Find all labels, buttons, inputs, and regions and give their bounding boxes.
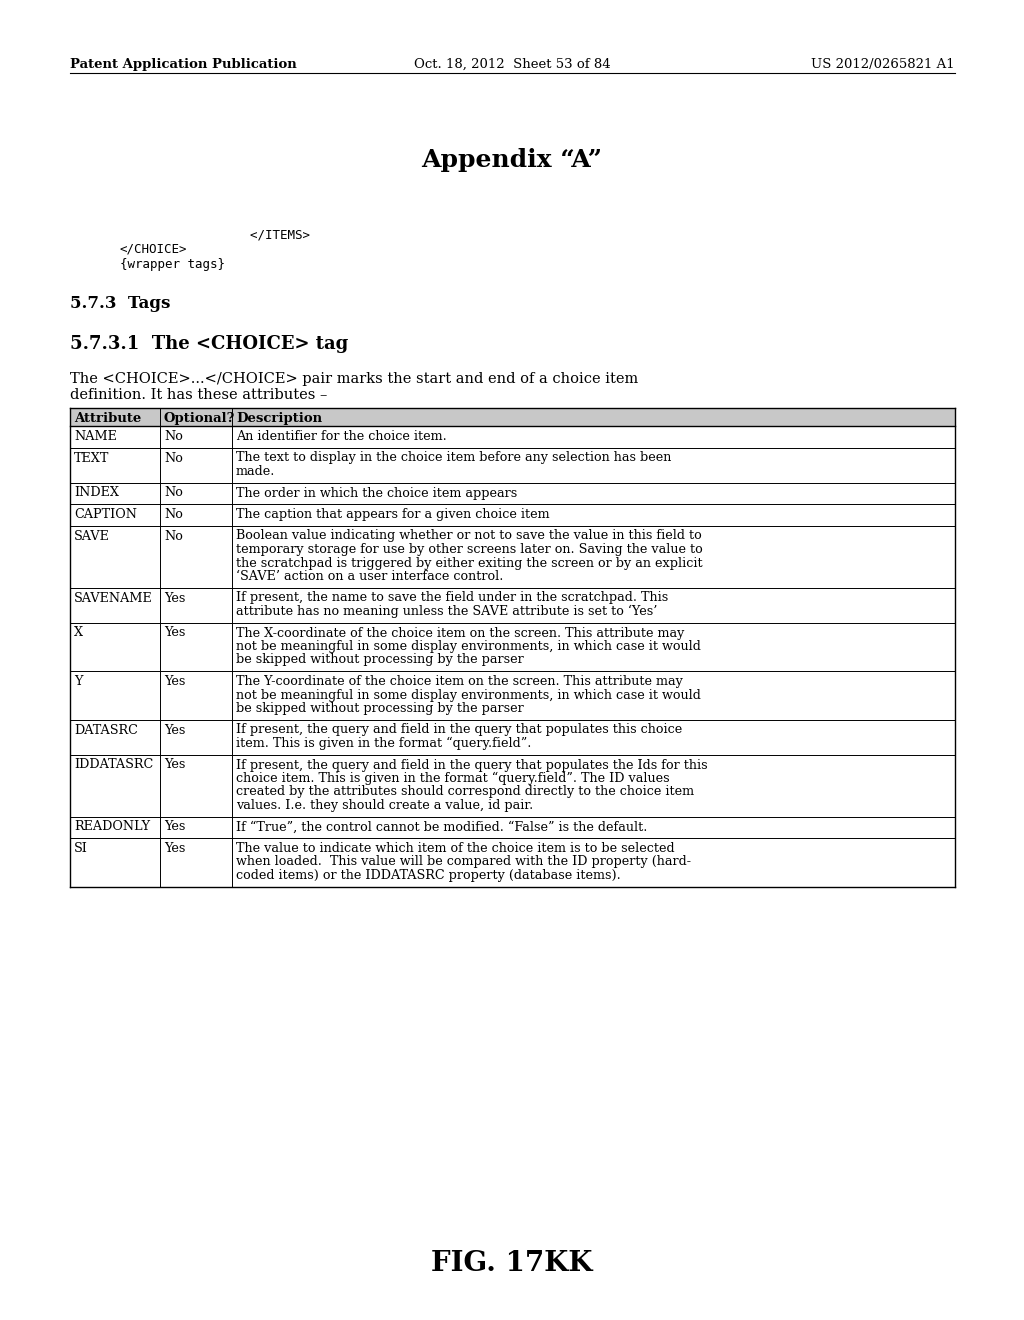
Text: The <CHOICE>...</CHOICE> pair marks the start and end of a choice item: The <CHOICE>...</CHOICE> pair marks the … xyxy=(70,372,638,385)
Text: CAPTION: CAPTION xyxy=(74,508,137,521)
Text: Description: Description xyxy=(236,412,323,425)
Text: Attribute: Attribute xyxy=(74,412,141,425)
Text: No: No xyxy=(164,487,183,499)
Text: No: No xyxy=(164,430,183,444)
Text: not be meaningful in some display environments, in which case it would: not be meaningful in some display enviro… xyxy=(236,689,700,701)
Text: Appendix “A”: Appendix “A” xyxy=(422,148,602,172)
Text: Yes: Yes xyxy=(164,821,185,833)
Text: If present, the query and field in the query that populates this choice: If present, the query and field in the q… xyxy=(236,723,682,737)
Text: {wrapper tags}: {wrapper tags} xyxy=(120,257,225,271)
Text: be skipped without processing by the parser: be skipped without processing by the par… xyxy=(236,702,523,715)
Text: The value to indicate which item of the choice item is to be selected: The value to indicate which item of the … xyxy=(236,842,675,855)
Text: when loaded.  This value will be compared with the ID property (hard-: when loaded. This value will be compared… xyxy=(236,855,691,869)
Text: Y: Y xyxy=(74,675,83,688)
Text: TEXT: TEXT xyxy=(74,451,110,465)
Text: made.: made. xyxy=(236,465,275,478)
Text: Optional?: Optional? xyxy=(164,412,236,425)
Text: SI: SI xyxy=(74,842,88,855)
Text: 5.7.3  Tags: 5.7.3 Tags xyxy=(70,294,170,312)
Text: choice item. This is given in the format “query.field”. The ID values: choice item. This is given in the format… xyxy=(236,772,670,785)
Text: IDDATASRC: IDDATASRC xyxy=(74,759,154,771)
Text: temporary storage for use by other screens later on. Saving the value to: temporary storage for use by other scree… xyxy=(236,543,702,556)
Text: The order in which the choice item appears: The order in which the choice item appea… xyxy=(236,487,517,499)
Text: If present, the name to save the field under in the scratchpad. This: If present, the name to save the field u… xyxy=(236,591,669,605)
Text: SAVE: SAVE xyxy=(74,529,110,543)
Text: US 2012/0265821 A1: US 2012/0265821 A1 xyxy=(811,58,955,71)
Text: The caption that appears for a given choice item: The caption that appears for a given cho… xyxy=(236,508,550,521)
Text: Yes: Yes xyxy=(164,591,185,605)
Text: No: No xyxy=(164,508,183,521)
Text: Yes: Yes xyxy=(164,723,185,737)
Text: the scratchpad is triggered by either exiting the screen or by an explicit: the scratchpad is triggered by either ex… xyxy=(236,557,702,569)
Text: values. I.e. they should create a value, id pair.: values. I.e. they should create a value,… xyxy=(236,799,534,812)
Text: If present, the query and field in the query that populates the Ids for this: If present, the query and field in the q… xyxy=(236,759,708,771)
Bar xyxy=(70,408,955,426)
Text: Yes: Yes xyxy=(164,627,185,639)
Text: X: X xyxy=(74,627,83,639)
Text: Patent Application Publication: Patent Application Publication xyxy=(70,58,297,71)
Text: 5.7.3.1  The <CHOICE> tag: 5.7.3.1 The <CHOICE> tag xyxy=(70,335,348,352)
Text: Yes: Yes xyxy=(164,759,185,771)
Text: coded items) or the IDDATASRC property (database items).: coded items) or the IDDATASRC property (… xyxy=(236,869,621,882)
Text: be skipped without processing by the parser: be skipped without processing by the par… xyxy=(236,653,523,667)
Text: FIG. 17KK: FIG. 17KK xyxy=(431,1250,593,1276)
Text: The X-coordinate of the choice item on the screen. This attribute may: The X-coordinate of the choice item on t… xyxy=(236,627,684,639)
Text: The Y-coordinate of the choice item on the screen. This attribute may: The Y-coordinate of the choice item on t… xyxy=(236,675,683,688)
Text: INDEX: INDEX xyxy=(74,487,119,499)
Text: item. This is given in the format “query.field”.: item. This is given in the format “query… xyxy=(236,737,531,750)
Text: Yes: Yes xyxy=(164,675,185,688)
Text: READONLY: READONLY xyxy=(74,821,151,833)
Text: Oct. 18, 2012  Sheet 53 of 84: Oct. 18, 2012 Sheet 53 of 84 xyxy=(414,58,610,71)
Text: </ITEMS>: </ITEMS> xyxy=(190,228,310,242)
Text: SAVENAME: SAVENAME xyxy=(74,591,153,605)
Text: Yes: Yes xyxy=(164,842,185,855)
Text: An identifier for the choice item.: An identifier for the choice item. xyxy=(236,430,446,444)
Text: ‘SAVE’ action on a user interface control.: ‘SAVE’ action on a user interface contro… xyxy=(236,570,504,583)
Text: not be meaningful in some display environments, in which case it would: not be meaningful in some display enviro… xyxy=(236,640,700,653)
Text: If “True”, the control cannot be modified. “False” is the default.: If “True”, the control cannot be modifie… xyxy=(236,821,647,833)
Text: DATASRC: DATASRC xyxy=(74,723,138,737)
Text: attribute has no meaning unless the SAVE attribute is set to ‘Yes’: attribute has no meaning unless the SAVE… xyxy=(236,605,657,618)
Text: NAME: NAME xyxy=(74,430,117,444)
Text: Boolean value indicating whether or not to save the value in this field to: Boolean value indicating whether or not … xyxy=(236,529,701,543)
Text: definition. It has these attributes –: definition. It has these attributes – xyxy=(70,388,328,403)
Text: </CHOICE>: </CHOICE> xyxy=(120,243,187,256)
Text: created by the attributes should correspond directly to the choice item: created by the attributes should corresp… xyxy=(236,785,694,799)
Text: No: No xyxy=(164,451,183,465)
Text: No: No xyxy=(164,529,183,543)
Text: The text to display in the choice item before any selection has been: The text to display in the choice item b… xyxy=(236,451,672,465)
